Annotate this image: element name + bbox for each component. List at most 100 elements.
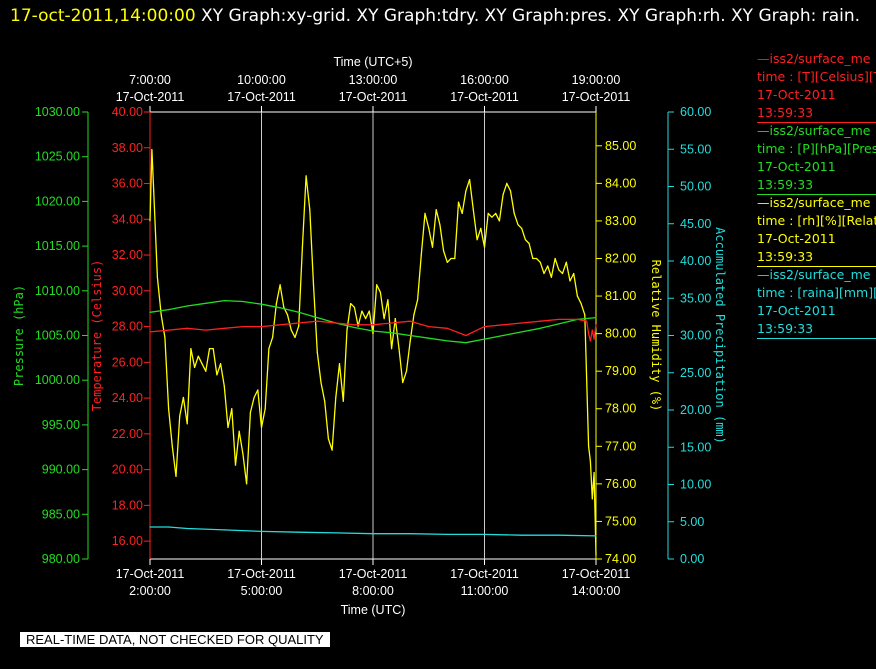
- x-top-tick-label-time: 10:00:00: [237, 73, 286, 87]
- series-point-rh: [208, 348, 211, 350]
- x-tick-label-date: 17-Oct-2011: [339, 567, 408, 581]
- graph-title: 17-oct-2011,14:00:00 XY Graph:xy-grid. X…: [10, 2, 870, 30]
- precipitation-tick-label: 40.00: [680, 254, 711, 268]
- series-point-rh: [227, 426, 229, 429]
- series-point-rh: [487, 212, 489, 214]
- series-point-rh: [365, 318, 367, 320]
- x-top-axis-title: Time (UTC+5): [333, 55, 412, 69]
- series-point-temperature: [465, 334, 467, 337]
- series-point-temperature: [372, 324, 374, 326]
- series-point-rh: [454, 257, 456, 260]
- series-point-rh: [561, 272, 564, 275]
- series-point-rh: [446, 261, 448, 263]
- title-timestamp: 17-oct-2011,14:00:00: [10, 6, 196, 26]
- precipitation-tick-label: 5.00: [680, 515, 704, 529]
- series-point-rh: [589, 460, 592, 462]
- series-point-rh: [517, 224, 519, 226]
- x-top-tick-label-time: 16:00:00: [460, 73, 509, 87]
- series-point-temperature: [586, 320, 588, 322]
- series-point-rh: [257, 389, 259, 391]
- pressure-axis-title: Pressure (hPa): [12, 285, 26, 386]
- temperature-tick-label: 32.00: [112, 248, 143, 262]
- series-point-rh: [402, 381, 404, 384]
- humidity-tick-label: 80.00: [605, 327, 636, 341]
- precipitation-tick-label: 25.00: [680, 366, 711, 380]
- series-point-pressure: [539, 327, 541, 329]
- series-line-rh: [149, 148, 597, 556]
- temperature-tick-label: 40.00: [112, 105, 143, 119]
- precipitation-tick-label: 20.00: [680, 403, 711, 417]
- humidity-tick-label: 81.00: [605, 289, 636, 303]
- title-graph-list: XY Graph:xy-grid. XY Graph:tdry. XY Grap…: [195, 6, 861, 26]
- series-point-rain: [372, 533, 374, 535]
- series-point-rh: [591, 498, 593, 500]
- series-point-pressure: [316, 317, 318, 319]
- temperature-axis-title: Temperature (Celsius): [90, 260, 104, 412]
- series-point-rh: [502, 194, 504, 196]
- series-point-rh: [535, 257, 538, 260]
- humidity-tick-label: 77.00: [605, 439, 636, 453]
- series-point-pressure: [558, 323, 560, 325]
- pressure-tick-label: 1015.00: [35, 239, 80, 253]
- series-point-pressure: [298, 311, 300, 313]
- series-point-pressure: [595, 317, 597, 319]
- legend-series-name: —iss2/surface_me: [757, 51, 871, 66]
- series-point-rain: [558, 534, 560, 536]
- series-point-rh: [576, 295, 579, 297]
- series-point-rain: [521, 534, 523, 536]
- series-point-pressure: [483, 338, 486, 340]
- legend-entry-precipitation: —iss2/surface_me time : [raina][mm][A 17…: [757, 266, 876, 339]
- x-top-tick-label-date: 17-Oct-2011: [450, 90, 519, 104]
- legend-series-desc: time : [T][Celsius][T: [757, 69, 876, 84]
- series-point-rh: [182, 396, 184, 399]
- series-point-pressure: [168, 309, 170, 311]
- series-point-rain: [335, 532, 337, 534]
- series-point-rh: [294, 336, 296, 338]
- x-top-tick-label-date: 17-Oct-2011: [562, 90, 631, 104]
- series-point-rh: [194, 366, 196, 368]
- legend-series-name: —iss2/surface_me: [757, 123, 871, 138]
- series-point-rh: [383, 318, 385, 320]
- series-point-rh: [495, 212, 497, 214]
- series-point-rh: [524, 239, 527, 241]
- series-point-temperature: [298, 322, 300, 324]
- series-point-pressure: [279, 307, 281, 309]
- series-point-temperature: [205, 329, 207, 331]
- precipitation-tick-label: 50.00: [680, 180, 711, 194]
- series-point-rh: [424, 212, 426, 214]
- series-point-temperature: [595, 324, 597, 326]
- series-point-temperature: [335, 322, 337, 324]
- series-point-rh: [253, 396, 255, 399]
- series-point-rh: [405, 370, 408, 372]
- series-point-rh: [186, 423, 188, 425]
- series-point-rh: [593, 472, 595, 474]
- x-top-tick-label-date: 17-Oct-2011: [227, 90, 296, 104]
- precipitation-axis-title: Accumulated Precipitation (mm): [713, 227, 727, 444]
- series-point-pressure: [223, 300, 225, 302]
- series-point-pressure: [149, 311, 151, 313]
- series-point-temperature: [316, 320, 318, 322]
- series-point-temperature: [576, 318, 579, 320]
- series-point-rh: [342, 400, 344, 402]
- series-point-rh: [275, 303, 277, 305]
- temperature-tick-label: 28.00: [112, 320, 143, 334]
- x-axis-title: Time (UTC): [341, 603, 406, 617]
- series-point-rh: [379, 291, 381, 293]
- x-tick-label-date: 17-Oct-2011: [227, 567, 296, 581]
- series-point-pressure: [242, 300, 244, 303]
- series-point-rh: [305, 175, 307, 177]
- temperature-tick-label: 22.00: [112, 427, 143, 441]
- series-point-rh: [309, 209, 311, 211]
- series-point-rh: [324, 400, 326, 402]
- series-point-rh: [201, 363, 203, 365]
- legend-entry-pressure: —iss2/surface_me time : [P][hPa][Pres 17…: [757, 122, 876, 195]
- humidity-tick-label: 78.00: [605, 402, 636, 416]
- x-tick-label-date: 17-Oct-2011: [562, 567, 631, 581]
- series-point-rh: [368, 310, 370, 312]
- series-point-pressure: [372, 330, 374, 332]
- series-point-rh: [283, 306, 285, 308]
- series-point-rh: [216, 374, 218, 376]
- series-point-rh: [238, 430, 240, 432]
- series-point-rh: [353, 306, 355, 308]
